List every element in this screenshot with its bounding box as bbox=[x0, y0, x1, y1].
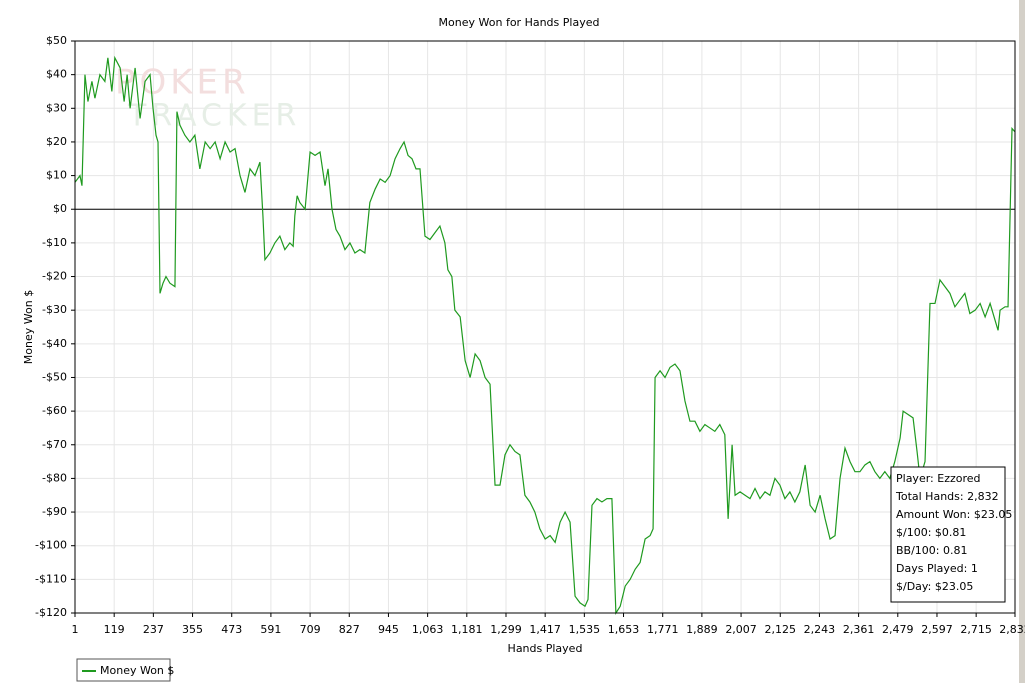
y-tick-label: -$70 bbox=[42, 438, 67, 451]
info-box-frame bbox=[890, 466, 1006, 603]
y-tick-label: -$100 bbox=[35, 539, 67, 552]
y-tick-label: -$40 bbox=[42, 337, 67, 350]
x-tick-label: 709 bbox=[300, 623, 321, 636]
y-tick-label: $20 bbox=[46, 135, 67, 148]
grid bbox=[74, 40, 1016, 614]
x-tick-label: 1,771 bbox=[647, 623, 679, 636]
legend-box bbox=[76, 658, 171, 682]
y-tick-label: -$30 bbox=[42, 303, 67, 316]
legend: Money Won $ bbox=[76, 658, 174, 682]
y-tick-label: -$20 bbox=[42, 270, 67, 283]
marks bbox=[74, 55, 1016, 615]
legend-label: Money Won $ bbox=[100, 664, 174, 677]
y-tick-label: $40 bbox=[46, 68, 67, 81]
y-tick-label: $10 bbox=[46, 169, 67, 182]
y-tick-label: -$120 bbox=[35, 606, 67, 619]
x-tick-label: 1,889 bbox=[686, 623, 718, 636]
info-line: $/100: $0.81 bbox=[896, 526, 966, 539]
y-tick-label: -$110 bbox=[35, 572, 67, 585]
chart-title: Money Won for Hands Played bbox=[439, 16, 600, 29]
y-tick-label: -$60 bbox=[42, 404, 67, 417]
x-axis-label: Hands Played bbox=[508, 642, 583, 655]
y-tick-label: -$10 bbox=[42, 236, 67, 249]
x-tick-label: 2,125 bbox=[764, 623, 796, 636]
y-axis-label: Money Won $ bbox=[22, 290, 35, 364]
x-tick-label: 1,417 bbox=[529, 623, 561, 636]
x-tick-label: 473 bbox=[221, 623, 242, 636]
info-box: Player: Ezzored Total Hands: 2,832 Amount … bbox=[890, 466, 1012, 603]
x-tick-label: 1,063 bbox=[412, 623, 444, 636]
x-tick-label: 237 bbox=[143, 623, 164, 636]
x-tick-label: 1,535 bbox=[569, 623, 601, 636]
x-tick-label: 355 bbox=[182, 623, 203, 636]
data-line bbox=[74, 55, 1016, 615]
x-tick-label: 2,597 bbox=[921, 623, 953, 636]
y-tick-label: -$50 bbox=[42, 370, 67, 383]
x-tick-label: 2,243 bbox=[804, 623, 836, 636]
info-line: Player: Ezzored bbox=[896, 472, 981, 485]
info-line: Total Hands: 2,832 bbox=[895, 490, 999, 503]
info-line: $/Day: $23.05 bbox=[896, 580, 973, 593]
x-tick-label: 591 bbox=[260, 623, 281, 636]
x-tick-label: 2,715 bbox=[960, 623, 992, 636]
info-line: BB/100: 0.81 bbox=[896, 544, 968, 557]
x-tick-label: 2,479 bbox=[882, 623, 914, 636]
x-tick-label: 1,299 bbox=[490, 623, 522, 636]
y-tick-label: $0 bbox=[53, 202, 67, 215]
y-tick-label: $30 bbox=[46, 101, 67, 114]
info-line: Days Played: 1 bbox=[896, 562, 978, 575]
x-tick-label: 1,653 bbox=[608, 623, 640, 636]
x-tick-label: 1,181 bbox=[451, 623, 483, 636]
x-tick-label: 945 bbox=[378, 623, 399, 636]
info-line: Amount Won: $23.05 bbox=[896, 508, 1012, 521]
x-tick-label: 1 bbox=[72, 623, 79, 636]
x-tick-label: 2,832 bbox=[999, 623, 1025, 636]
window-border bbox=[1019, 0, 1025, 683]
x-tick-label: 2,007 bbox=[725, 623, 757, 636]
x-tick-label: 119 bbox=[104, 623, 125, 636]
x-tick-label: 827 bbox=[339, 623, 360, 636]
x-tick-label: 2,361 bbox=[843, 623, 875, 636]
y-tick-label: $50 bbox=[46, 34, 67, 47]
y-tick-label: -$80 bbox=[42, 471, 67, 484]
y-tick-label: -$90 bbox=[42, 505, 67, 518]
